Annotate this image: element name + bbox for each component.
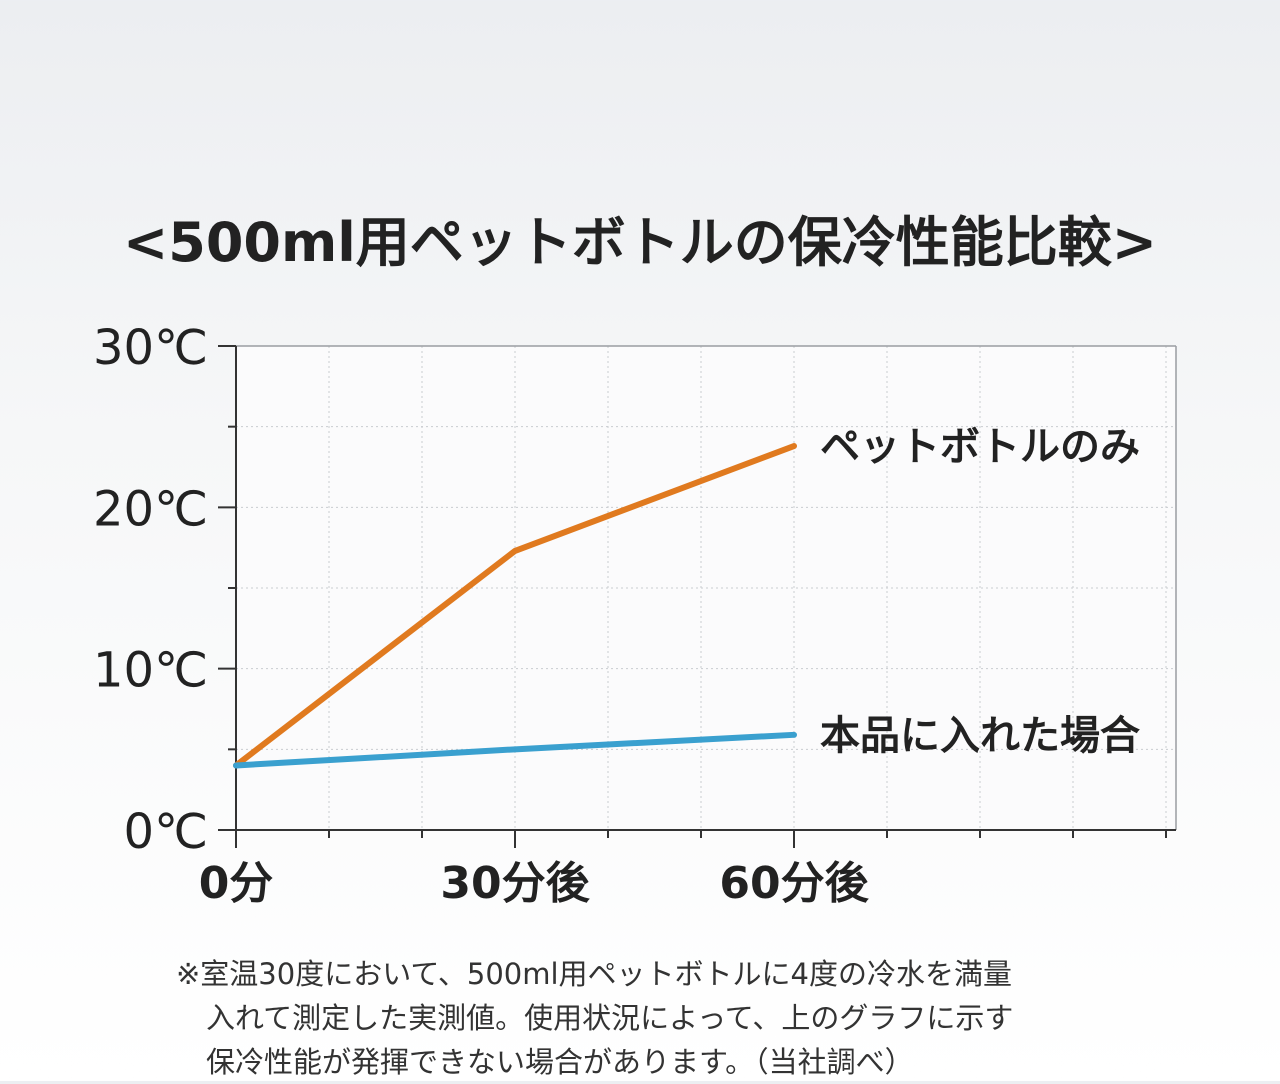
series-label: 本品に入れた場合: [820, 713, 1140, 759]
footnote: ※室温30度において、500ml用ペットボトルに4度の冷水を満量 入れて測定した…: [176, 952, 1226, 1084]
grid: [236, 346, 1176, 830]
y-tick-label: 20℃: [93, 481, 208, 537]
y-tick-label: 10℃: [93, 643, 208, 699]
y-tick-label: 30℃: [93, 320, 208, 376]
footnote-line: ※室温30度において、500ml用ペットボトルに4度の冷水を満量: [176, 957, 1012, 991]
x-tick-label: 30分後: [440, 858, 590, 909]
series-label: ペットボトルのみ: [820, 424, 1140, 470]
y-tick-label: 0℃: [124, 804, 208, 860]
series: [233, 443, 797, 769]
x-tick-label: 0分: [199, 858, 274, 909]
footnote-line: 入れて測定した実測値。使用状況によって、上のグラフに示す: [206, 1001, 1014, 1035]
series-line: [233, 731, 797, 769]
x-tick-label: 60分後: [719, 858, 869, 909]
footnote-line: 保冷性能が発揮できない場合があります。（当社調べ）: [206, 1045, 914, 1079]
series-line: [233, 443, 797, 769]
axes: [218, 345, 1177, 848]
chart-title: <500ml用ペットボトルの保冷性能比較>: [123, 211, 1157, 274]
